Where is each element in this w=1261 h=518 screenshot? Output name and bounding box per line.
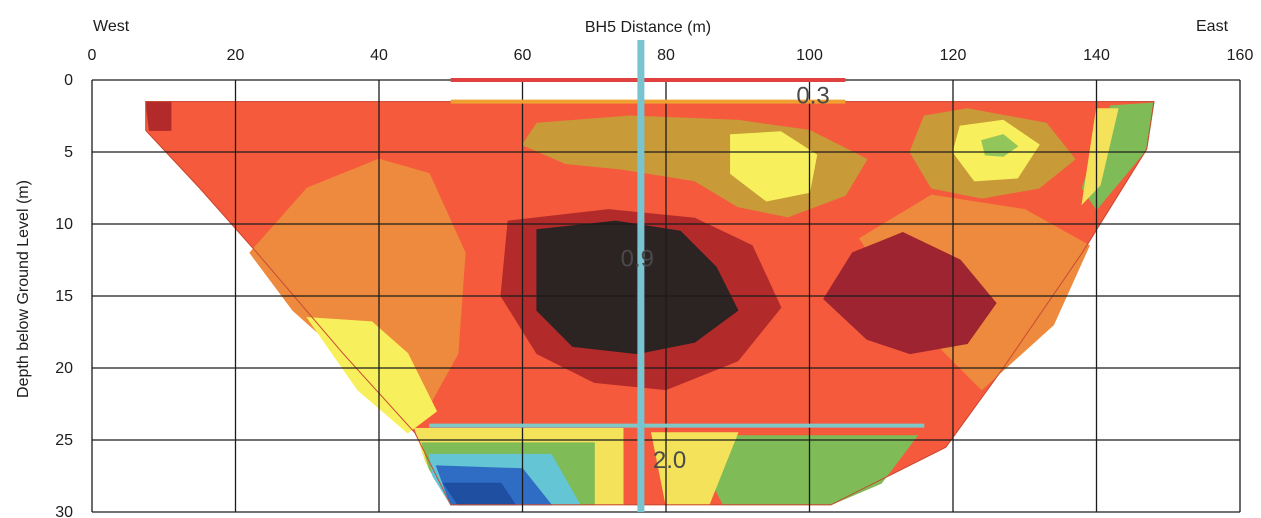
zone-green-east-base bbox=[686, 435, 919, 506]
annotation-label-0: 0.3 bbox=[796, 83, 829, 110]
zone-yellow-west bbox=[306, 317, 438, 434]
reference-lines bbox=[429, 40, 925, 512]
x-tick-label-160: 160 bbox=[1227, 47, 1254, 64]
y-tick-label-25: 25 bbox=[55, 432, 73, 449]
zone-yellow-east-edge bbox=[1081, 108, 1119, 206]
y-tick-label-15: 15 bbox=[55, 288, 73, 305]
y-tick-label-10: 10 bbox=[55, 216, 73, 233]
y-tick-label-20: 20 bbox=[55, 360, 73, 377]
x-tick-label-100: 100 bbox=[796, 47, 823, 64]
y-tick-label-5: 5 bbox=[64, 144, 73, 161]
annotation-label-2: 2.0 bbox=[653, 447, 686, 474]
x-tick-label-20: 20 bbox=[227, 47, 245, 64]
x-tick-label-0: 0 bbox=[88, 47, 97, 64]
annotation-labels: 0.3 0.9 2.0 bbox=[621, 83, 830, 474]
x-tick-label-60: 60 bbox=[514, 47, 532, 64]
x-axis-right-label: East bbox=[1196, 18, 1229, 35]
contour-zones bbox=[145, 101, 1155, 506]
x-tick-label-80: 80 bbox=[657, 47, 675, 64]
x-tick-label-40: 40 bbox=[370, 47, 388, 64]
annotation-label-1: 0.9 bbox=[621, 245, 654, 272]
y-tick-label-30: 30 bbox=[55, 504, 73, 518]
x-tick-label-120: 120 bbox=[940, 47, 967, 64]
y-axis-title: Depth below Ground Level (m) bbox=[15, 180, 32, 398]
x-tick-label-140: 140 bbox=[1083, 47, 1110, 64]
axes: 0 20 40 60 80 100 120 140 160 0 5 10 15 20 25 30 bbox=[55, 47, 1253, 518]
y-tick-label-0: 0 bbox=[64, 72, 73, 89]
zone-red-west-top bbox=[145, 101, 172, 131]
x-axis-left-label: West bbox=[93, 18, 130, 35]
zone-deep-core bbox=[536, 220, 739, 355]
x-axis-title: BH5 Distance (m) bbox=[585, 19, 711, 36]
